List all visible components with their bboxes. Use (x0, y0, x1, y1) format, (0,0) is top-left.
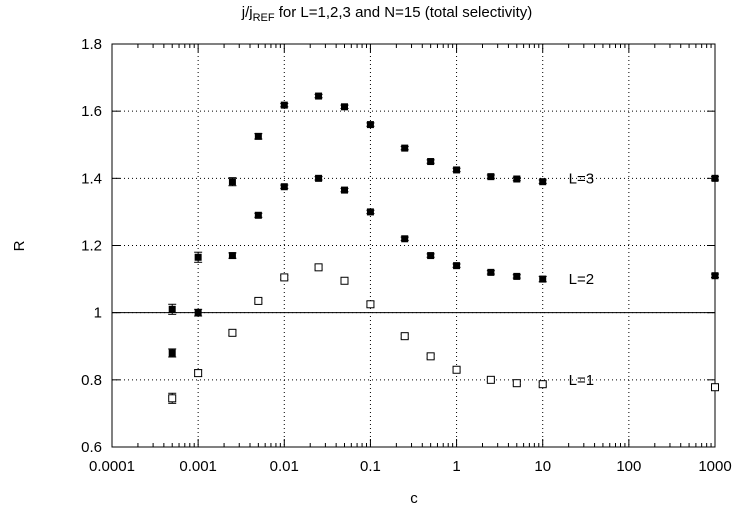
data-point (401, 144, 409, 152)
title-rest: for L=1,2,3 and N=15 (total selectivity) (275, 4, 533, 21)
data-point (487, 268, 495, 276)
series-l-2 (168, 174, 719, 358)
title-subscript: REF (253, 12, 275, 24)
x-tick-label: 1 (452, 458, 460, 475)
data-point (539, 178, 547, 186)
data-point (513, 175, 521, 183)
data-point (280, 273, 289, 282)
data-point (711, 272, 719, 280)
data-point (340, 103, 348, 111)
data-point (513, 272, 521, 280)
data-point (194, 309, 202, 317)
y-tick-label: 1.4 (81, 170, 102, 187)
data-point (194, 369, 203, 378)
data-point (366, 208, 374, 216)
axis-ticks: 0.0001 0.001 0.01 0.1 1 10 100 1000 0.6 0.8 1 1.2 1.… (81, 36, 732, 475)
data-point (228, 328, 237, 337)
chart-title: j/jREF for L=1,2,3 and N=15 (total selec… (241, 4, 532, 24)
curve-label: L=2 (569, 271, 594, 288)
curve-labels: L=3 L=2 L=1 (569, 170, 594, 389)
curve-label: L=3 (569, 170, 594, 187)
data-point (426, 352, 435, 361)
x-tick-label: 1000 (698, 458, 731, 475)
y-tick-label: 1.6 (81, 103, 102, 120)
data-point (452, 365, 461, 374)
data-point (340, 186, 348, 194)
data-point (453, 262, 461, 270)
x-axis-label: c (410, 490, 418, 507)
data-point (254, 296, 263, 305)
data-point (340, 276, 349, 285)
data-point (280, 183, 288, 191)
data-point (194, 253, 202, 261)
data-point (453, 166, 461, 174)
data-point (366, 300, 375, 309)
series-l-3 (168, 92, 719, 315)
data-point (168, 305, 176, 313)
data-point (487, 173, 495, 181)
data-point (427, 252, 435, 260)
x-tick-label: 100 (616, 458, 641, 475)
data-point (254, 132, 262, 140)
x-tick-label: 0.0001 (89, 458, 135, 475)
y-tick-label: 1.8 (81, 36, 102, 53)
y-tick-label: 0.8 (81, 372, 102, 389)
grid (112, 44, 715, 447)
data-point (168, 394, 177, 403)
data-point (280, 101, 288, 109)
data-point (228, 178, 236, 186)
x-tick-label: 0.01 (270, 458, 299, 475)
data-point (315, 92, 323, 100)
data-point (366, 121, 374, 129)
data-point (315, 174, 323, 182)
y-axis-label: R (11, 240, 28, 251)
x-tick-label: 0.1 (360, 458, 381, 475)
title-main: j/j (241, 4, 253, 21)
data-point (539, 275, 547, 283)
series-l-1 (168, 263, 719, 404)
y-tick-label: 1 (94, 305, 102, 322)
data-point (401, 235, 409, 243)
data-point (512, 379, 521, 388)
data-point (711, 383, 719, 392)
data-point (314, 263, 323, 272)
data-points (168, 92, 719, 404)
data-point (711, 174, 719, 182)
x-tick-label: 0.001 (179, 458, 217, 475)
data-point (168, 349, 176, 357)
curve-label: L=1 (569, 372, 594, 389)
x-tick-label: 10 (534, 458, 551, 475)
data-point (486, 375, 495, 384)
data-point (254, 211, 262, 219)
data-point (400, 332, 409, 341)
data-point (538, 380, 547, 389)
data-point (228, 252, 236, 260)
data-point (427, 158, 435, 166)
y-tick-label: 1.2 (81, 238, 102, 255)
y-tick-label: 0.6 (81, 439, 102, 456)
